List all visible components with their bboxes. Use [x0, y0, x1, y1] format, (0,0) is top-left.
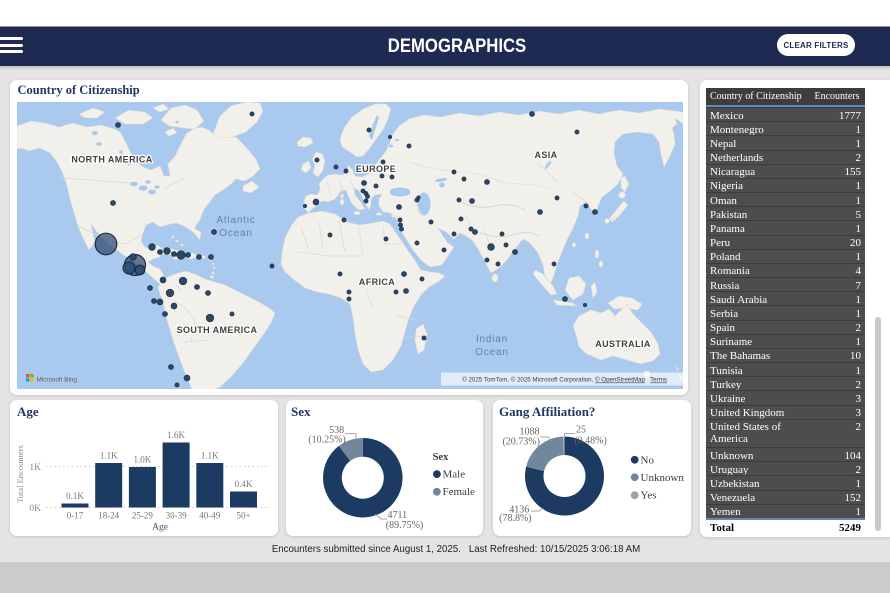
svg-text:0K: 0K: [29, 504, 41, 514]
svg-text:Sex: Sex: [433, 452, 450, 463]
svg-text:Microsoft Bing: Microsoft Bing: [37, 377, 78, 384]
svg-text:40-49: 40-49: [199, 511, 220, 521]
svg-text:538: 538: [329, 425, 344, 436]
svg-text:AUSTRALIA: AUSTRALIA: [595, 339, 651, 349]
svg-text:25-29: 25-29: [132, 511, 153, 521]
svg-text:ASIA: ASIA: [534, 150, 557, 160]
svg-text:Age: Age: [152, 523, 168, 533]
svg-text:18-24: 18-24: [98, 511, 119, 521]
svg-text:1.0K: 1.0K: [134, 455, 152, 465]
svg-text:EUROPE: EUROPE: [356, 164, 396, 174]
svg-text:NORTH AMERICA: NORTH AMERICA: [71, 155, 152, 165]
svg-text:(89.75%): (89.75%): [386, 520, 424, 531]
svg-text:1.1K: 1.1K: [100, 451, 118, 461]
svg-text:Yes: Yes: [641, 490, 657, 502]
svg-text:4136: 4136: [509, 504, 529, 515]
svg-text:SOUTH AMERICA: SOUTH AMERICA: [177, 325, 258, 335]
svg-text:Female: Female: [443, 486, 475, 498]
svg-text:1.6K: 1.6K: [167, 430, 185, 440]
svg-text:30-39: 30-39: [166, 511, 187, 521]
svg-text:1088: 1088: [520, 427, 540, 438]
svg-text:© 2025 TomTom, © 2025 Microsof: © 2025 TomTom, © 2025 Microsoft Corporat…: [462, 377, 667, 384]
svg-text:25: 25: [576, 425, 586, 436]
svg-text:(10.25%): (10.25%): [308, 435, 346, 446]
svg-text:Indian: Indian: [476, 334, 508, 345]
svg-text:0-17: 0-17: [67, 511, 84, 521]
svg-text:1K: 1K: [29, 463, 41, 473]
svg-text:0.1K: 0.1K: [66, 491, 84, 501]
svg-text:(78.8%): (78.8%): [499, 513, 532, 524]
svg-text:Ocean: Ocean: [219, 228, 252, 239]
svg-text:Ocean: Ocean: [475, 347, 508, 358]
svg-text:Atlantic: Atlantic: [216, 215, 255, 226]
svg-text:No: No: [641, 454, 655, 466]
svg-text:0.4K: 0.4K: [235, 479, 253, 489]
svg-text:4711: 4711: [387, 510, 407, 521]
svg-text:Male: Male: [443, 469, 466, 481]
svg-text:Unknown: Unknown: [641, 472, 685, 484]
svg-text:50+: 50+: [236, 511, 250, 521]
svg-text:(0.48%): (0.48%): [574, 435, 607, 446]
svg-text:AFRICA: AFRICA: [359, 277, 395, 287]
svg-text:Total Encounters: Total Encounters: [15, 445, 25, 503]
svg-text:(20.73%): (20.73%): [502, 436, 540, 447]
svg-text:1.1K: 1.1K: [201, 451, 219, 461]
